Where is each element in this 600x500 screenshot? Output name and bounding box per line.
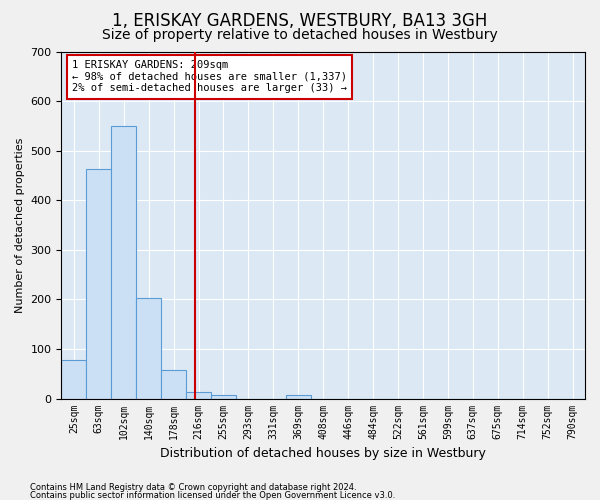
Bar [186, 392, 211, 398]
X-axis label: Distribution of detached houses by size in Westbury: Distribution of detached houses by size … [160, 447, 486, 460]
Text: Size of property relative to detached houses in Westbury: Size of property relative to detached ho… [102, 28, 498, 42]
Bar [136, 298, 161, 398]
Bar [211, 394, 236, 398]
Y-axis label: Number of detached properties: Number of detached properties [15, 138, 25, 312]
Bar [61, 360, 86, 399]
Bar [111, 126, 136, 398]
Text: 1 ERISKAY GARDENS: 209sqm
← 98% of detached houses are smaller (1,337)
2% of sem: 1 ERISKAY GARDENS: 209sqm ← 98% of detac… [72, 60, 347, 94]
Text: Contains public sector information licensed under the Open Government Licence v3: Contains public sector information licen… [30, 490, 395, 500]
Bar [286, 394, 311, 398]
Bar [86, 170, 111, 398]
Text: 1, ERISKAY GARDENS, WESTBURY, BA13 3GH: 1, ERISKAY GARDENS, WESTBURY, BA13 3GH [112, 12, 488, 30]
Text: Contains HM Land Registry data © Crown copyright and database right 2024.: Contains HM Land Registry data © Crown c… [30, 484, 356, 492]
Bar [161, 370, 186, 398]
